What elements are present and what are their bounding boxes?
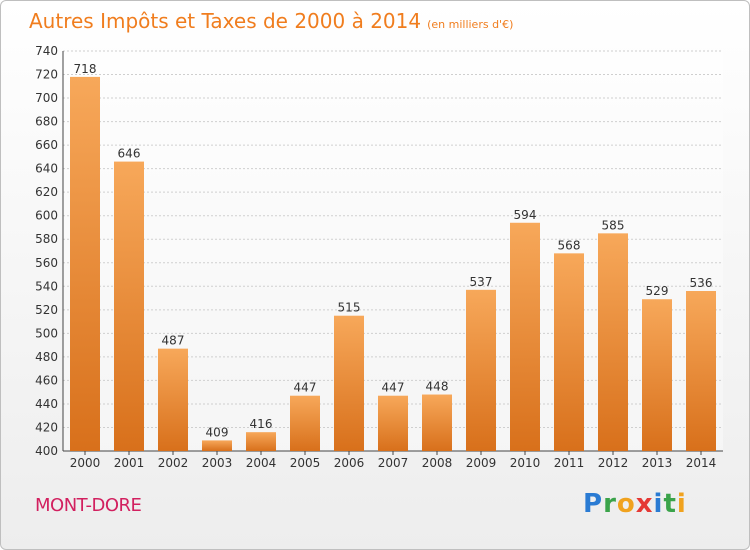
y-tick-label-4: 480 [35, 350, 58, 364]
bar-2014 [686, 291, 716, 451]
y-tick-label-17: 740 [35, 44, 58, 58]
y-tick-label-11: 620 [35, 185, 58, 199]
data-label-2010: 594 [514, 208, 537, 222]
data-label-2006: 515 [338, 301, 361, 315]
data-label-2008: 448 [426, 380, 449, 394]
bar-2006 [334, 315, 364, 451]
y-tick-label-10: 600 [35, 209, 58, 223]
y-tick-label-1: 420 [35, 420, 58, 434]
y-tick-label-15: 700 [35, 91, 58, 105]
y-tick-label-13: 660 [35, 138, 58, 152]
bar-2005 [290, 395, 320, 451]
data-label-2004: 416 [250, 417, 273, 431]
y-tick-label-9: 580 [35, 232, 58, 246]
x-tick-label-2004: 2004 [246, 456, 277, 470]
bar-2009 [466, 289, 496, 451]
bar-2003 [202, 440, 232, 451]
x-tick-label-2010: 2010 [510, 456, 541, 470]
x-tick-label-2014: 2014 [686, 456, 717, 470]
bar-2010 [510, 222, 540, 451]
x-tick-label-2007: 2007 [378, 456, 409, 470]
data-label-2001: 646 [118, 147, 141, 161]
x-tick-label-2013: 2013 [642, 456, 673, 470]
x-tick-label-2011: 2011 [554, 456, 585, 470]
data-label-2000: 718 [74, 62, 97, 76]
data-label-2011: 568 [558, 238, 581, 252]
data-label-2013: 529 [646, 284, 669, 298]
x-tick-label-2009: 2009 [466, 456, 497, 470]
x-tick-label-2005: 2005 [290, 456, 321, 470]
y-tick-label-7: 540 [35, 279, 58, 293]
bar-2004 [246, 432, 276, 451]
bar-2007 [378, 395, 408, 451]
data-label-2007: 447 [382, 381, 405, 395]
data-label-2003: 409 [206, 425, 229, 439]
x-tick-label-2008: 2008 [422, 456, 453, 470]
y-tick-label-16: 720 [35, 68, 58, 82]
bar-2011 [554, 253, 584, 451]
data-label-2014: 536 [690, 276, 713, 290]
data-label-2009: 537 [470, 275, 493, 289]
x-tick-label-2002: 2002 [158, 456, 189, 470]
y-tick-label-2: 440 [35, 397, 58, 411]
bar-2001 [114, 161, 144, 451]
data-label-2002: 487 [162, 334, 185, 348]
chart-title-text: Autres Impôts et Taxes de 2000 à 2014 [29, 9, 422, 33]
bar-2002 [158, 348, 188, 451]
y-tick-label-3: 460 [35, 373, 58, 387]
y-tick-label-6: 520 [35, 303, 58, 317]
x-tick-label-2001: 2001 [114, 456, 145, 470]
chart-title: Autres Impôts et Taxes de 2000 à 2014 (en… [29, 9, 513, 33]
x-tick-label-2000: 2000 [70, 456, 101, 470]
bar-2012 [598, 233, 628, 451]
x-tick-label-2003: 2003 [202, 456, 233, 470]
data-label-2012: 585 [602, 218, 625, 232]
chart-unit: (en milliers d'€) [427, 18, 514, 31]
y-tick-label-0: 400 [35, 444, 58, 458]
x-tick-label-2006: 2006 [334, 456, 365, 470]
bar-2000 [70, 76, 100, 451]
y-tick-label-12: 640 [35, 162, 58, 176]
bar-2008 [422, 394, 452, 451]
y-tick-label-8: 560 [35, 256, 58, 270]
y-tick-label-14: 680 [35, 115, 58, 129]
proxiti-logo: Proxiti [583, 489, 687, 519]
data-label-2005: 447 [294, 381, 317, 395]
y-tick-label-5: 500 [35, 326, 58, 340]
x-tick-label-2012: 2012 [598, 456, 629, 470]
commune-name: MONT-DORE [35, 495, 142, 516]
bar-2013 [642, 299, 672, 451]
